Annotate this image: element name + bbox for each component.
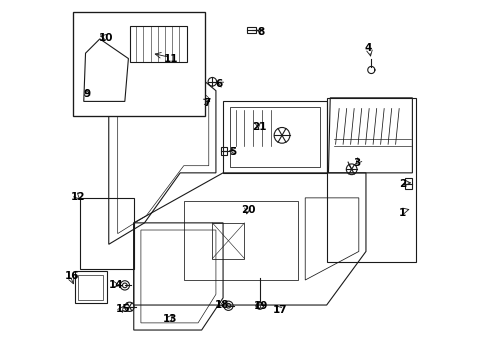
Text: 5: 5 <box>229 147 236 157</box>
Text: 1: 1 <box>398 208 405 218</box>
Text: 16: 16 <box>65 271 80 282</box>
Text: 20: 20 <box>240 205 255 215</box>
Text: 18: 18 <box>214 300 229 310</box>
Bar <box>73 12 205 116</box>
Bar <box>404 178 411 189</box>
Text: 9: 9 <box>83 89 91 99</box>
Text: 12: 12 <box>71 192 85 202</box>
Text: 2: 2 <box>398 179 405 189</box>
Text: 3: 3 <box>353 158 360 168</box>
Bar <box>220 147 226 155</box>
Text: 6: 6 <box>215 79 222 89</box>
Text: 17: 17 <box>272 305 287 315</box>
Text: 13: 13 <box>163 314 178 324</box>
Text: 4: 4 <box>363 43 371 53</box>
Bar <box>246 27 256 33</box>
Bar <box>87 86 94 92</box>
Bar <box>97 32 106 39</box>
Text: 19: 19 <box>253 301 267 311</box>
Text: 15: 15 <box>116 304 130 314</box>
Text: 11: 11 <box>163 54 178 64</box>
Bar <box>139 54 146 60</box>
Text: 14: 14 <box>108 280 123 291</box>
Text: 21: 21 <box>252 122 266 132</box>
Text: 8: 8 <box>257 27 264 37</box>
Text: 7: 7 <box>203 98 211 108</box>
Text: 10: 10 <box>99 33 113 43</box>
